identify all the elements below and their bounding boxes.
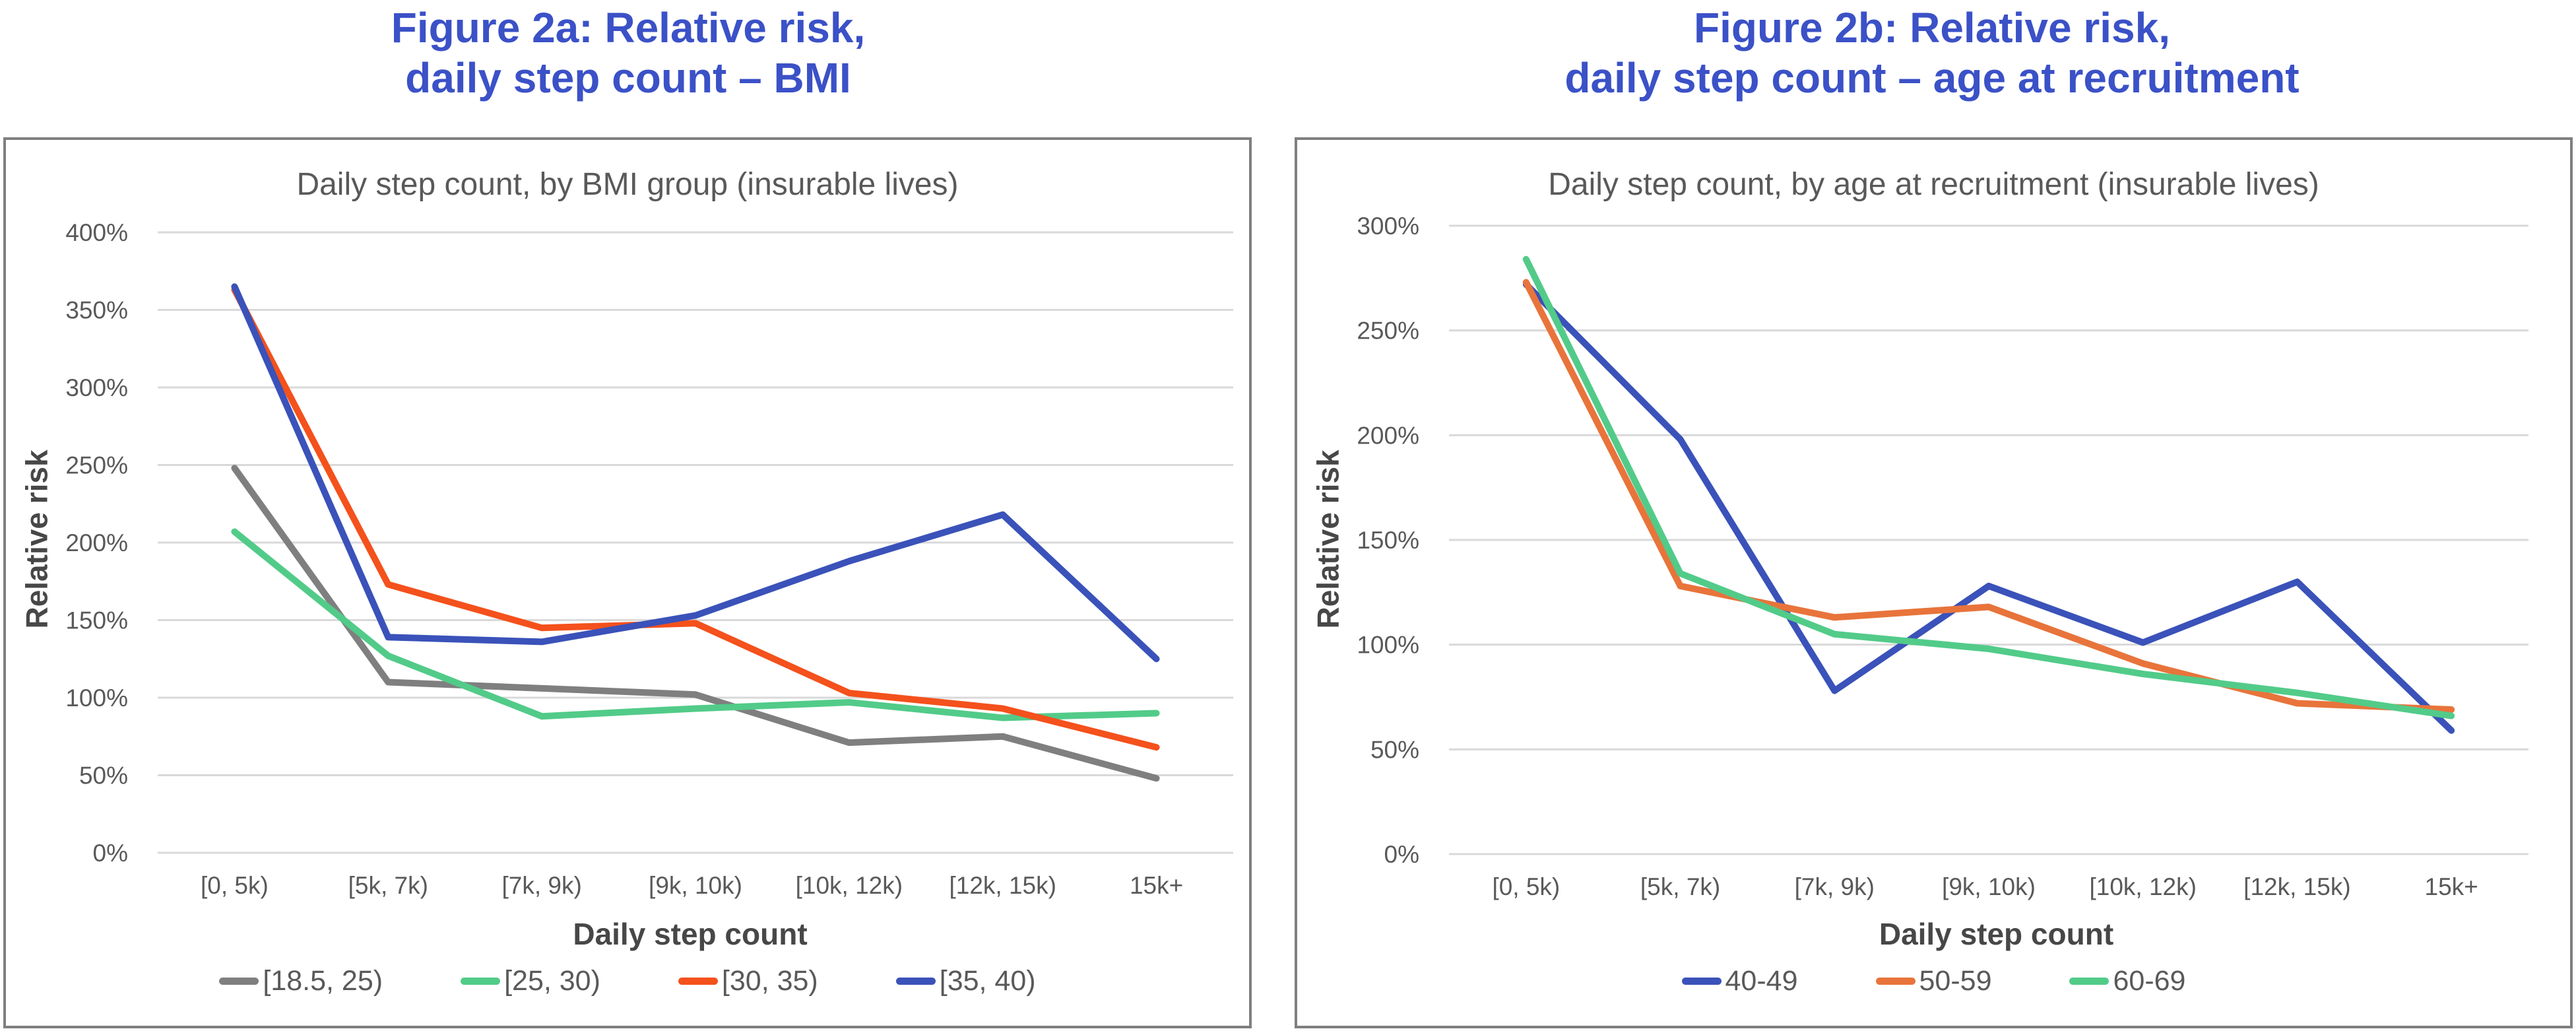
series-line--35-40-	[231, 283, 1160, 663]
x-tick-label: 15k+	[1130, 872, 1183, 899]
y-tick-label: 150%	[65, 607, 128, 634]
chart-2b: Daily step count, by age at recruitment …	[1295, 137, 2573, 1028]
x-tick-label: [12k, 15k)	[949, 872, 1056, 899]
x-tick-label: [9k, 10k)	[649, 872, 742, 899]
x-tick-label: [0, 5k)	[201, 872, 269, 899]
series-line--30-35-	[231, 286, 1160, 751]
x-tick-label: [9k, 10k)	[1942, 873, 2036, 900]
y-tick-label: 200%	[1357, 422, 1419, 449]
series-line--18.5-25-	[231, 465, 1160, 782]
legend-item: [18.5, 25)	[219, 965, 383, 997]
figure-title-2b: Figure 2b: Relative risk, daily step cou…	[1288, 3, 2576, 103]
legend-item: [35, 40)	[895, 965, 1036, 997]
chart-2a: Daily step count, by BMI group (insurabl…	[3, 137, 1252, 1028]
chart-2a-legend: [18.5, 25) [25, 30) [30, 35) [35, 40)	[6, 965, 1249, 997]
y-tick-label: 250%	[1357, 317, 1419, 345]
chart-2b-x-axis-title: Daily step count	[1879, 917, 2114, 951]
legend-swatch-icon	[1681, 978, 1722, 985]
legend-label: 50-59	[1919, 965, 1992, 997]
legend-label: 60-69	[2113, 965, 2186, 997]
series-line--25-30-	[231, 528, 1160, 721]
chart-2a-x-axis-title: Daily step count	[573, 917, 808, 951]
y-tick-label: 100%	[1357, 632, 1419, 659]
x-tick-label: [12k, 15k)	[2243, 873, 2350, 900]
legend-item: 40-49	[1681, 965, 1798, 997]
y-tick-label: 150%	[1357, 527, 1419, 554]
legend-item: [25, 30)	[461, 965, 600, 997]
legend-item: 60-69	[2069, 965, 2185, 997]
chart-2a-y-axis-title: Relative risk	[20, 449, 54, 629]
series-line-50-59	[1522, 279, 2455, 714]
legend-item: 50-59	[1875, 965, 1992, 997]
y-tick-label: 50%	[1370, 736, 1419, 763]
chart-2a-title: Daily step count, by BMI group (insurabl…	[296, 167, 959, 202]
figure-title-2b-line2: daily step count – age at recruitment	[1564, 54, 2300, 102]
y-tick-label: 350%	[65, 297, 128, 324]
chart-2b-plot: 0% 50% 100% 150% 200% 250% 300% [0, 5k) [5k, 7k)…	[1357, 213, 2528, 900]
chart-2b-title: Daily step count, by age at recruitment …	[1548, 167, 2319, 202]
series-line-40-49	[1522, 281, 2455, 734]
legend-label: [25, 30)	[504, 965, 600, 997]
legend-swatch-icon	[2069, 978, 2109, 985]
figure-title-2b-line1: Figure 2b: Relative risk,	[1693, 4, 2171, 51]
chart-2a-plot: 0% 50% 100% 150% 200% 250% 300% 350% 400% [0, 5k)…	[65, 219, 1233, 899]
x-tick-label: [0, 5k)	[1492, 873, 1560, 900]
legend-swatch-icon	[219, 978, 259, 985]
x-tick-label: [5k, 7k)	[1640, 873, 1720, 900]
y-tick-label: 300%	[1357, 213, 1419, 240]
y-tick-label: 400%	[65, 219, 128, 246]
legend-swatch-icon	[461, 978, 501, 985]
legend-swatch-icon	[1875, 978, 1916, 985]
legend-label: [35, 40)	[939, 965, 1036, 997]
legend-label: [30, 35)	[721, 965, 818, 997]
legend-item: [30, 35)	[678, 965, 818, 997]
legend-label: [18.5, 25)	[263, 965, 383, 997]
y-tick-label: 200%	[65, 529, 128, 556]
x-tick-label: [10k, 12k)	[796, 872, 903, 899]
chart-2b-legend: 40-49 50-59 60-69	[1297, 965, 2570, 997]
x-tick-label: 15k+	[2425, 873, 2478, 900]
legend-swatch-icon	[678, 978, 718, 985]
figure-title-2a: Figure 2a: Relative risk, daily step cou…	[0, 3, 1256, 103]
x-tick-label: [10k, 12k)	[2089, 873, 2196, 900]
x-tick-label: [5k, 7k)	[348, 872, 428, 899]
y-tick-label: 100%	[65, 684, 128, 712]
legend-label: 40-49	[1725, 965, 1798, 997]
y-tick-label: 0%	[93, 840, 128, 867]
y-tick-label: 50%	[79, 762, 128, 789]
figure-title-2a-line2: daily step count – BMI	[405, 54, 851, 102]
y-tick-label: 250%	[65, 452, 128, 479]
y-tick-label: 300%	[65, 374, 128, 401]
figure-title-2a-line1: Figure 2a: Relative risk,	[391, 4, 866, 51]
legend-swatch-icon	[895, 978, 936, 985]
x-tick-label: [7k, 9k)	[501, 872, 581, 899]
series-line-60-69	[1522, 255, 2455, 719]
x-tick-label: [7k, 9k)	[1795, 873, 1875, 900]
chart-2b-y-axis-title: Relative risk	[1311, 449, 1345, 629]
y-tick-label: 0%	[1384, 841, 1419, 868]
